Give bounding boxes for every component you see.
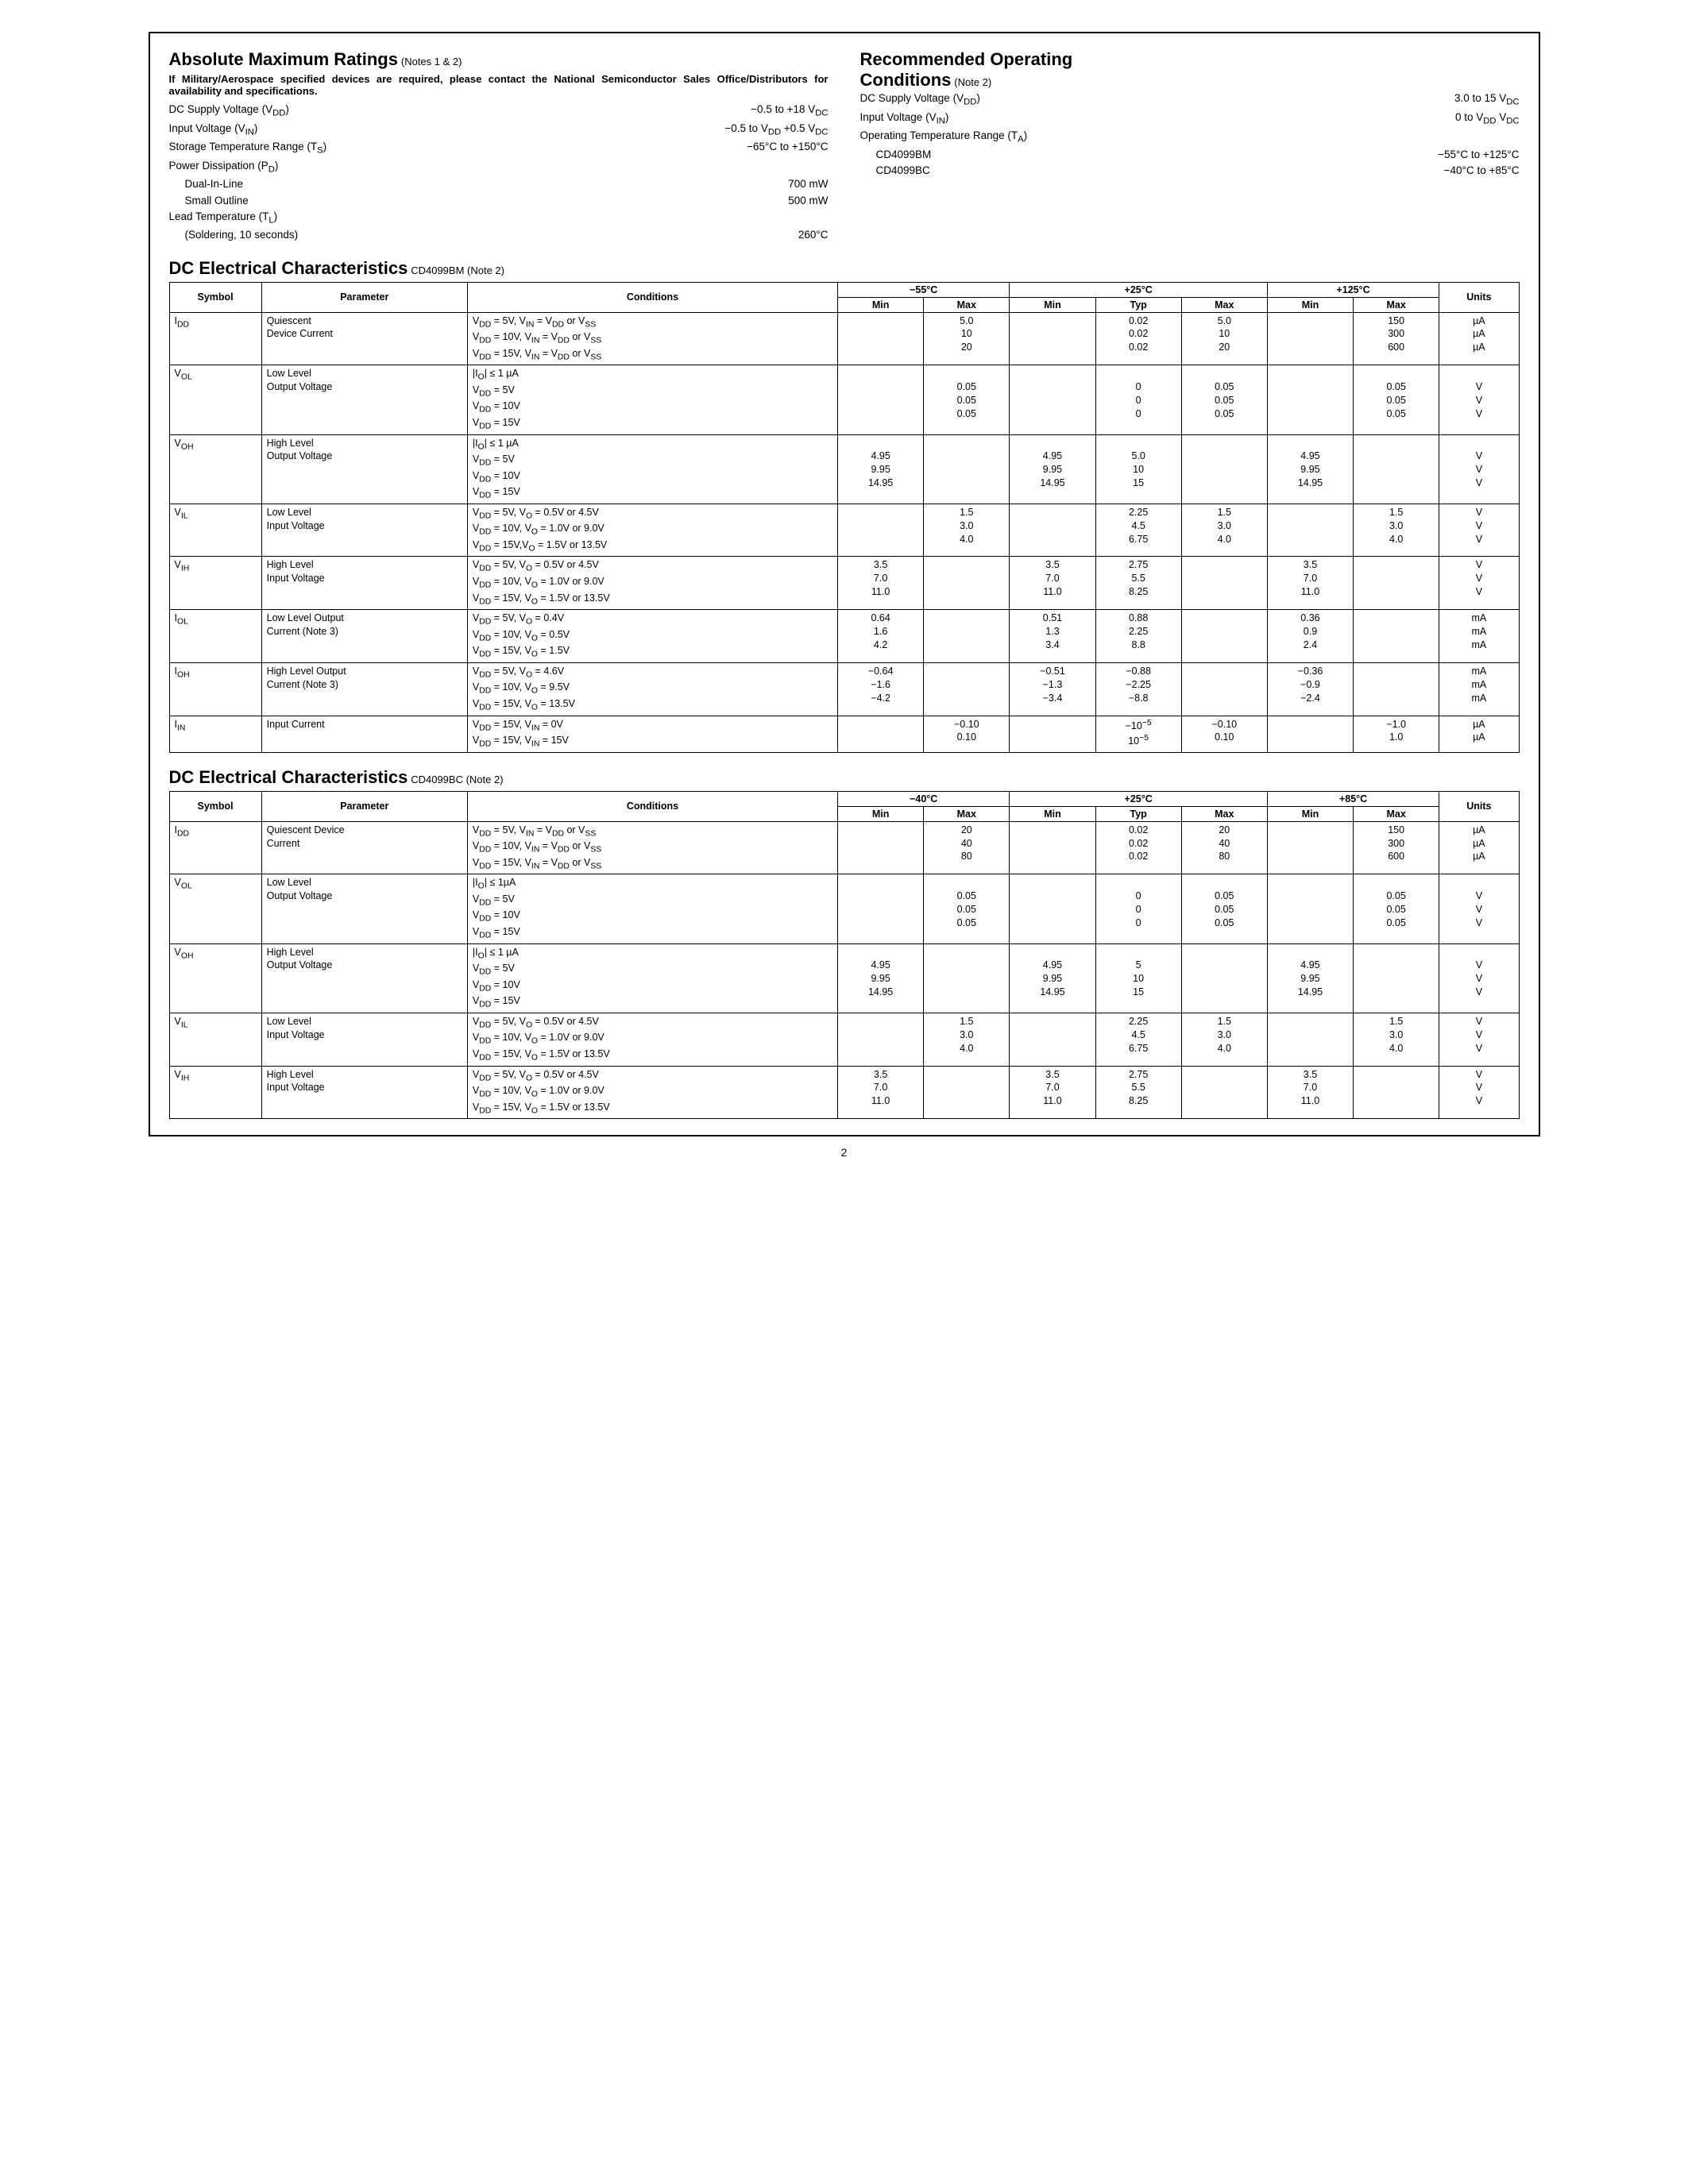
spec-row: Operating Temperature Range (TA)	[860, 128, 1520, 147]
rec-op-notes: (Note 2)	[954, 76, 991, 88]
page-number: 2	[32, 1146, 1656, 1159]
spec-key: (Soldering, 10 seconds)	[169, 227, 782, 243]
rec-op-title1: Recommended Operating	[860, 49, 1073, 69]
table-row: VOH High LevelOutput Voltage |IO| ≤ 1 µA…	[169, 434, 1519, 504]
dc2-table: Symbol Parameter Conditions −40°C +25°C …	[169, 791, 1520, 1120]
rec-op-title2: Conditions	[860, 70, 952, 90]
spec-value: −0.5 to VDD +0.5 VDC	[709, 121, 828, 140]
abs-max-title: Absolute Maximum Ratings	[169, 49, 398, 69]
spec-key: CD4099BC	[860, 163, 1428, 179]
spec-key: Storage Temperature Range (TS)	[169, 139, 732, 158]
table-row: IOL Low Level OutputCurrent (Note 3) VDD…	[169, 610, 1519, 663]
spec-row: DC Supply Voltage (VDD)−0.5 to +18 VDC	[169, 102, 829, 121]
table-row: VIL Low LevelInput Voltage VDD = 5V, VO …	[169, 504, 1519, 557]
spec-key: Operating Temperature Range (TA)	[860, 128, 1504, 147]
rec-op-conditions: Recommended Operating Conditions (Note 2…	[860, 49, 1520, 244]
spec-value: 500 mW	[772, 193, 828, 209]
spec-key: DC Supply Voltage (VDD)	[860, 91, 1439, 110]
spec-key: CD4099BM	[860, 147, 1423, 163]
dc-characteristics-bm: DC Electrical Characteristics CD4099BM (…	[169, 258, 1520, 753]
table-row: VOL Low LevelOutput Voltage |IO| ≤ 1 µAV…	[169, 365, 1519, 434]
spec-key: Power Dissipation (PD)	[169, 158, 813, 177]
spec-key: Input Voltage (VIN)	[860, 110, 1439, 129]
spec-value: 700 mW	[772, 176, 828, 192]
spec-value	[813, 158, 829, 177]
table-row: VOL Low LevelOutput Voltage |IO| ≤ 1µAVD…	[169, 874, 1519, 943]
abs-max-intro: If Military/Aerospace specified devices …	[169, 73, 829, 97]
table-row: VIL Low LevelInput Voltage VDD = 5V, VO …	[169, 1013, 1519, 1066]
spec-key: Small Outline	[169, 193, 773, 209]
table-row: IIN Input Current VDD = 15V, VIN = 0VVDD…	[169, 716, 1519, 752]
spec-row: Power Dissipation (PD)	[169, 158, 829, 177]
top-section: Absolute Maximum Ratings (Notes 1 & 2) I…	[169, 49, 1520, 244]
dc1-table: Symbol Parameter Conditions −55°C +25°C …	[169, 282, 1520, 753]
spec-row: Small Outline500 mW	[169, 193, 829, 209]
table-row: VIH High LevelInput Voltage VDD = 5V, VO…	[169, 557, 1519, 610]
spec-value	[813, 209, 829, 228]
spec-row: Input Voltage (VIN)−0.5 to VDD +0.5 VDC	[169, 121, 829, 140]
table-row: VOH High LevelOutput Voltage |IO| ≤ 1 µA…	[169, 943, 1519, 1013]
spec-row: Storage Temperature Range (TS)−65°C to +…	[169, 139, 829, 158]
spec-value: 260°C	[782, 227, 829, 243]
spec-row: Dual-In-Line700 mW	[169, 176, 829, 192]
table-row: IDD QuiescentDevice Current VDD = 5V, VI…	[169, 312, 1519, 365]
table-row: IDD Quiescent DeviceCurrent VDD = 5V, VI…	[169, 821, 1519, 874]
abs-max-notes: (Notes 1 & 2)	[401, 56, 462, 68]
spec-row: CD4099BM−55°C to +125°C	[860, 147, 1520, 163]
spec-row: DC Supply Voltage (VDD)3.0 to 15 VDC	[860, 91, 1520, 110]
spec-key: Input Voltage (VIN)	[169, 121, 709, 140]
spec-value: −0.5 to +18 VDC	[735, 102, 828, 121]
dc2-part: CD4099BC (Note 2)	[411, 774, 503, 785]
spec-value: −40°C to +85°C	[1428, 163, 1520, 179]
table-row: IOH High Level OutputCurrent (Note 3) VD…	[169, 662, 1519, 716]
spec-key: DC Supply Voltage (VDD)	[169, 102, 736, 121]
dc2-title: DC Electrical Characteristics	[169, 767, 408, 787]
dc1-title: DC Electrical Characteristics	[169, 258, 408, 278]
datasheet-page: Absolute Maximum Ratings (Notes 1 & 2) I…	[149, 32, 1540, 1136]
spec-value: −65°C to +150°C	[731, 139, 828, 158]
spec-value: −55°C to +125°C	[1422, 147, 1519, 163]
abs-max-ratings: Absolute Maximum Ratings (Notes 1 & 2) I…	[169, 49, 829, 244]
spec-row: Lead Temperature (TL)	[169, 209, 829, 228]
spec-key: Lead Temperature (TL)	[169, 209, 813, 228]
spec-row: (Soldering, 10 seconds)260°C	[169, 227, 829, 243]
spec-value: 0 to VDD VDC	[1439, 110, 1520, 129]
spec-value	[1504, 128, 1520, 147]
dc-characteristics-bc: DC Electrical Characteristics CD4099BC (…	[169, 767, 1520, 1120]
spec-value: 3.0 to 15 VDC	[1439, 91, 1520, 110]
table-row: VIH High LevelInput Voltage VDD = 5V, VO…	[169, 1066, 1519, 1119]
spec-key: Dual-In-Line	[169, 176, 773, 192]
spec-row: CD4099BC−40°C to +85°C	[860, 163, 1520, 179]
dc1-part: CD4099BM (Note 2)	[411, 264, 504, 276]
spec-row: Input Voltage (VIN)0 to VDD VDC	[860, 110, 1520, 129]
